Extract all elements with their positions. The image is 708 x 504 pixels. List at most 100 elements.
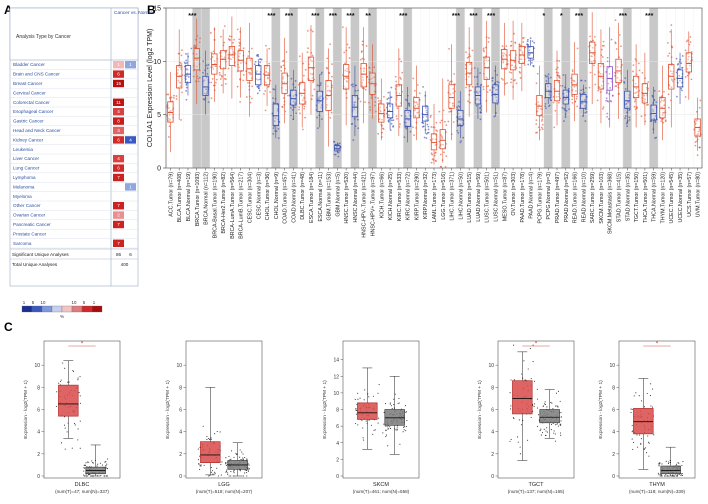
data-point bbox=[661, 114, 664, 116]
data-point bbox=[387, 445, 389, 447]
data-point bbox=[326, 104, 328, 106]
data-point bbox=[633, 100, 636, 103]
x-tick-label: BRCA-Her2.Tumor (n=82) bbox=[221, 172, 227, 234]
data-point bbox=[510, 408, 512, 410]
boxplot-49 bbox=[589, 12, 596, 104]
cancer-name: Leukemia bbox=[13, 147, 33, 152]
data-point bbox=[337, 155, 340, 158]
data-point bbox=[574, 90, 577, 92]
x-tick-label: BRCA.Tumor (n=1093) bbox=[195, 172, 201, 226]
data-point bbox=[242, 453, 244, 455]
y-tick-label: 2 bbox=[336, 457, 339, 463]
significance-marker: *** bbox=[469, 13, 477, 20]
box bbox=[685, 52, 692, 73]
data-point bbox=[675, 57, 678, 60]
data-point bbox=[519, 48, 522, 51]
gepia-plot-lgg: 0 2 4 6 8 10 Expression - log2(TPM + 1) LGG(num… bbox=[165, 340, 263, 494]
data-point bbox=[687, 58, 690, 61]
data-point bbox=[357, 424, 359, 426]
data-point bbox=[79, 376, 81, 378]
data-point bbox=[236, 28, 239, 31]
data-point bbox=[185, 62, 188, 64]
data-point bbox=[364, 389, 366, 391]
data-point bbox=[177, 69, 180, 71]
data-point bbox=[475, 98, 478, 101]
data-point bbox=[351, 83, 354, 86]
data-point bbox=[671, 72, 674, 75]
up-count: 7 bbox=[117, 222, 120, 227]
legend-tick: 10 bbox=[72, 300, 77, 305]
data-point bbox=[79, 402, 81, 404]
data-point bbox=[658, 90, 661, 93]
significance-marker: *** bbox=[329, 13, 337, 20]
data-point bbox=[378, 383, 380, 386]
data-point bbox=[466, 56, 469, 59]
data-point bbox=[219, 431, 221, 433]
data-point bbox=[645, 452, 648, 454]
data-point bbox=[247, 81, 249, 84]
data-point bbox=[210, 97, 213, 100]
data-point bbox=[357, 392, 359, 394]
data-point bbox=[527, 439, 529, 441]
data-point bbox=[239, 52, 241, 55]
data-point bbox=[638, 395, 640, 397]
data-point bbox=[635, 87, 638, 90]
data-point bbox=[487, 41, 490, 43]
boxplot-50 bbox=[597, 29, 605, 124]
plot-frame bbox=[618, 340, 696, 479]
data-point bbox=[272, 101, 275, 104]
data-point bbox=[326, 57, 329, 60]
data-point bbox=[590, 55, 592, 58]
gepia-plot-tgct: 0 2 4 6 8 10 Expression - log2(TPM + 1) * TGCT(n… bbox=[477, 340, 575, 494]
up-cell bbox=[113, 126, 124, 135]
y-tick-label: 12 bbox=[333, 374, 339, 380]
boxplot-36 bbox=[474, 67, 482, 119]
data-point bbox=[79, 447, 81, 449]
data-point bbox=[197, 80, 200, 83]
data-point bbox=[301, 99, 304, 102]
data-point bbox=[210, 437, 212, 439]
data-point bbox=[687, 53, 689, 55]
data-point bbox=[628, 116, 631, 119]
data-point bbox=[605, 92, 608, 95]
data-point bbox=[78, 391, 80, 394]
y-tick-label: 10 bbox=[333, 391, 339, 397]
cancer-name: Other Cancer bbox=[13, 203, 41, 208]
data-point bbox=[496, 80, 499, 83]
data-point bbox=[695, 119, 698, 122]
data-point bbox=[298, 106, 301, 109]
data-point bbox=[206, 67, 209, 70]
up-cell bbox=[113, 173, 124, 182]
legend-percent-symbol: % bbox=[60, 314, 64, 319]
data-point bbox=[445, 124, 448, 127]
data-point bbox=[636, 434, 638, 436]
up-cell bbox=[113, 117, 124, 125]
data-point bbox=[377, 100, 380, 102]
boxplot-33 bbox=[448, 44, 455, 141]
data-point bbox=[334, 143, 337, 146]
data-point bbox=[402, 431, 404, 433]
data-point bbox=[304, 68, 307, 71]
data-point bbox=[576, 95, 578, 98]
legend-tick: 5 bbox=[83, 300, 86, 305]
up-count: 8 bbox=[117, 119, 120, 124]
data-point bbox=[619, 79, 622, 82]
data-point bbox=[413, 134, 415, 137]
data-point bbox=[194, 44, 197, 47]
box bbox=[457, 110, 464, 126]
data-point bbox=[228, 455, 230, 457]
cancer-label: THYM bbox=[649, 482, 665, 488]
legend-swatch bbox=[51, 305, 63, 313]
data-point bbox=[335, 146, 338, 149]
up-count: 2 bbox=[117, 213, 120, 218]
data-point bbox=[573, 86, 576, 88]
data-point bbox=[233, 470, 235, 472]
data-point bbox=[398, 397, 400, 399]
data-point bbox=[500, 77, 503, 80]
data-point bbox=[316, 84, 319, 87]
data-point bbox=[449, 110, 452, 113]
data-point bbox=[638, 69, 641, 72]
data-point bbox=[671, 79, 673, 82]
data-point bbox=[475, 104, 478, 107]
data-point bbox=[196, 59, 199, 62]
